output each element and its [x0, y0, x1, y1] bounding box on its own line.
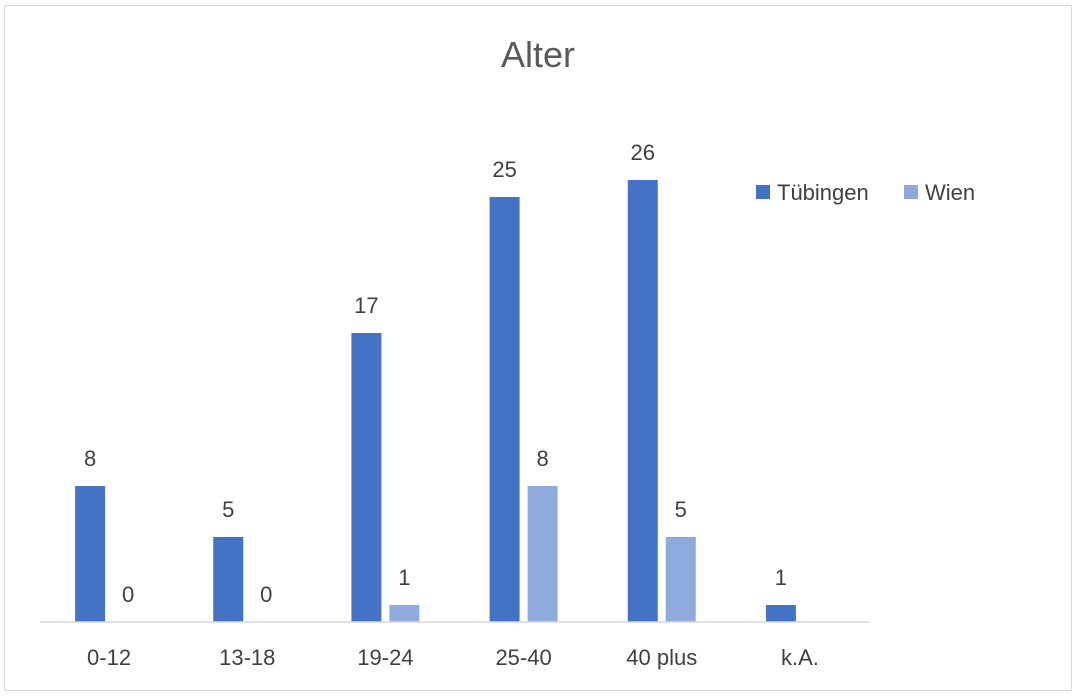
- x-tick-label-0: 0-12: [87, 645, 131, 670]
- legend-label-1: Wien: [925, 180, 975, 205]
- bars-layer: [75, 180, 796, 622]
- data-label-wien-3: 8: [536, 446, 548, 471]
- data-label-tuebingen-1: 5: [222, 497, 234, 522]
- x-tick-label-3: 25-40: [495, 645, 551, 670]
- x-tick-label-1: 13-18: [219, 645, 275, 670]
- data-labels-layer: 8 0 5 0 17 1 25 8 26 5 1: [84, 140, 787, 607]
- legend: Tübingen Wien: [756, 180, 975, 205]
- legend-swatch-0: [756, 185, 770, 199]
- x-tick-label-2: 19-24: [357, 645, 413, 670]
- bar-wien-4: [665, 537, 696, 622]
- bar-tuebingen-4: [627, 180, 658, 622]
- bar-tuebingen-3: [489, 197, 520, 622]
- data-label-tuebingen-5: 1: [775, 565, 787, 590]
- bar-tuebingen-5: [765, 605, 796, 622]
- data-label-wien-2: 1: [398, 565, 410, 590]
- bar-tuebingen-1: [213, 537, 244, 622]
- x-tick-label-5: k.A.: [781, 645, 819, 670]
- legend-label-0: Tübingen: [777, 180, 869, 205]
- data-label-tuebingen-3: 25: [492, 157, 516, 182]
- bar-tuebingen-2: [351, 333, 382, 622]
- data-label-wien-1: 0: [260, 582, 272, 607]
- data-label-tuebingen-2: 17: [354, 293, 378, 318]
- x-tick-label-4: 40 plus: [626, 645, 697, 670]
- chart-title: Alter: [501, 34, 575, 75]
- data-label-tuebingen-0: 8: [84, 446, 96, 471]
- data-label-tuebingen-4: 26: [631, 140, 655, 165]
- bar-tuebingen-0: [75, 486, 106, 622]
- x-tick-labels-layer: 0-12 13-18 19-24 25-40 40 plus k.A.: [87, 645, 819, 670]
- legend-swatch-1: [904, 185, 918, 199]
- data-label-wien-0: 0: [122, 582, 134, 607]
- bar-wien-3: [527, 486, 558, 622]
- data-label-wien-4: 5: [675, 497, 687, 522]
- bar-wien-2: [389, 605, 420, 622]
